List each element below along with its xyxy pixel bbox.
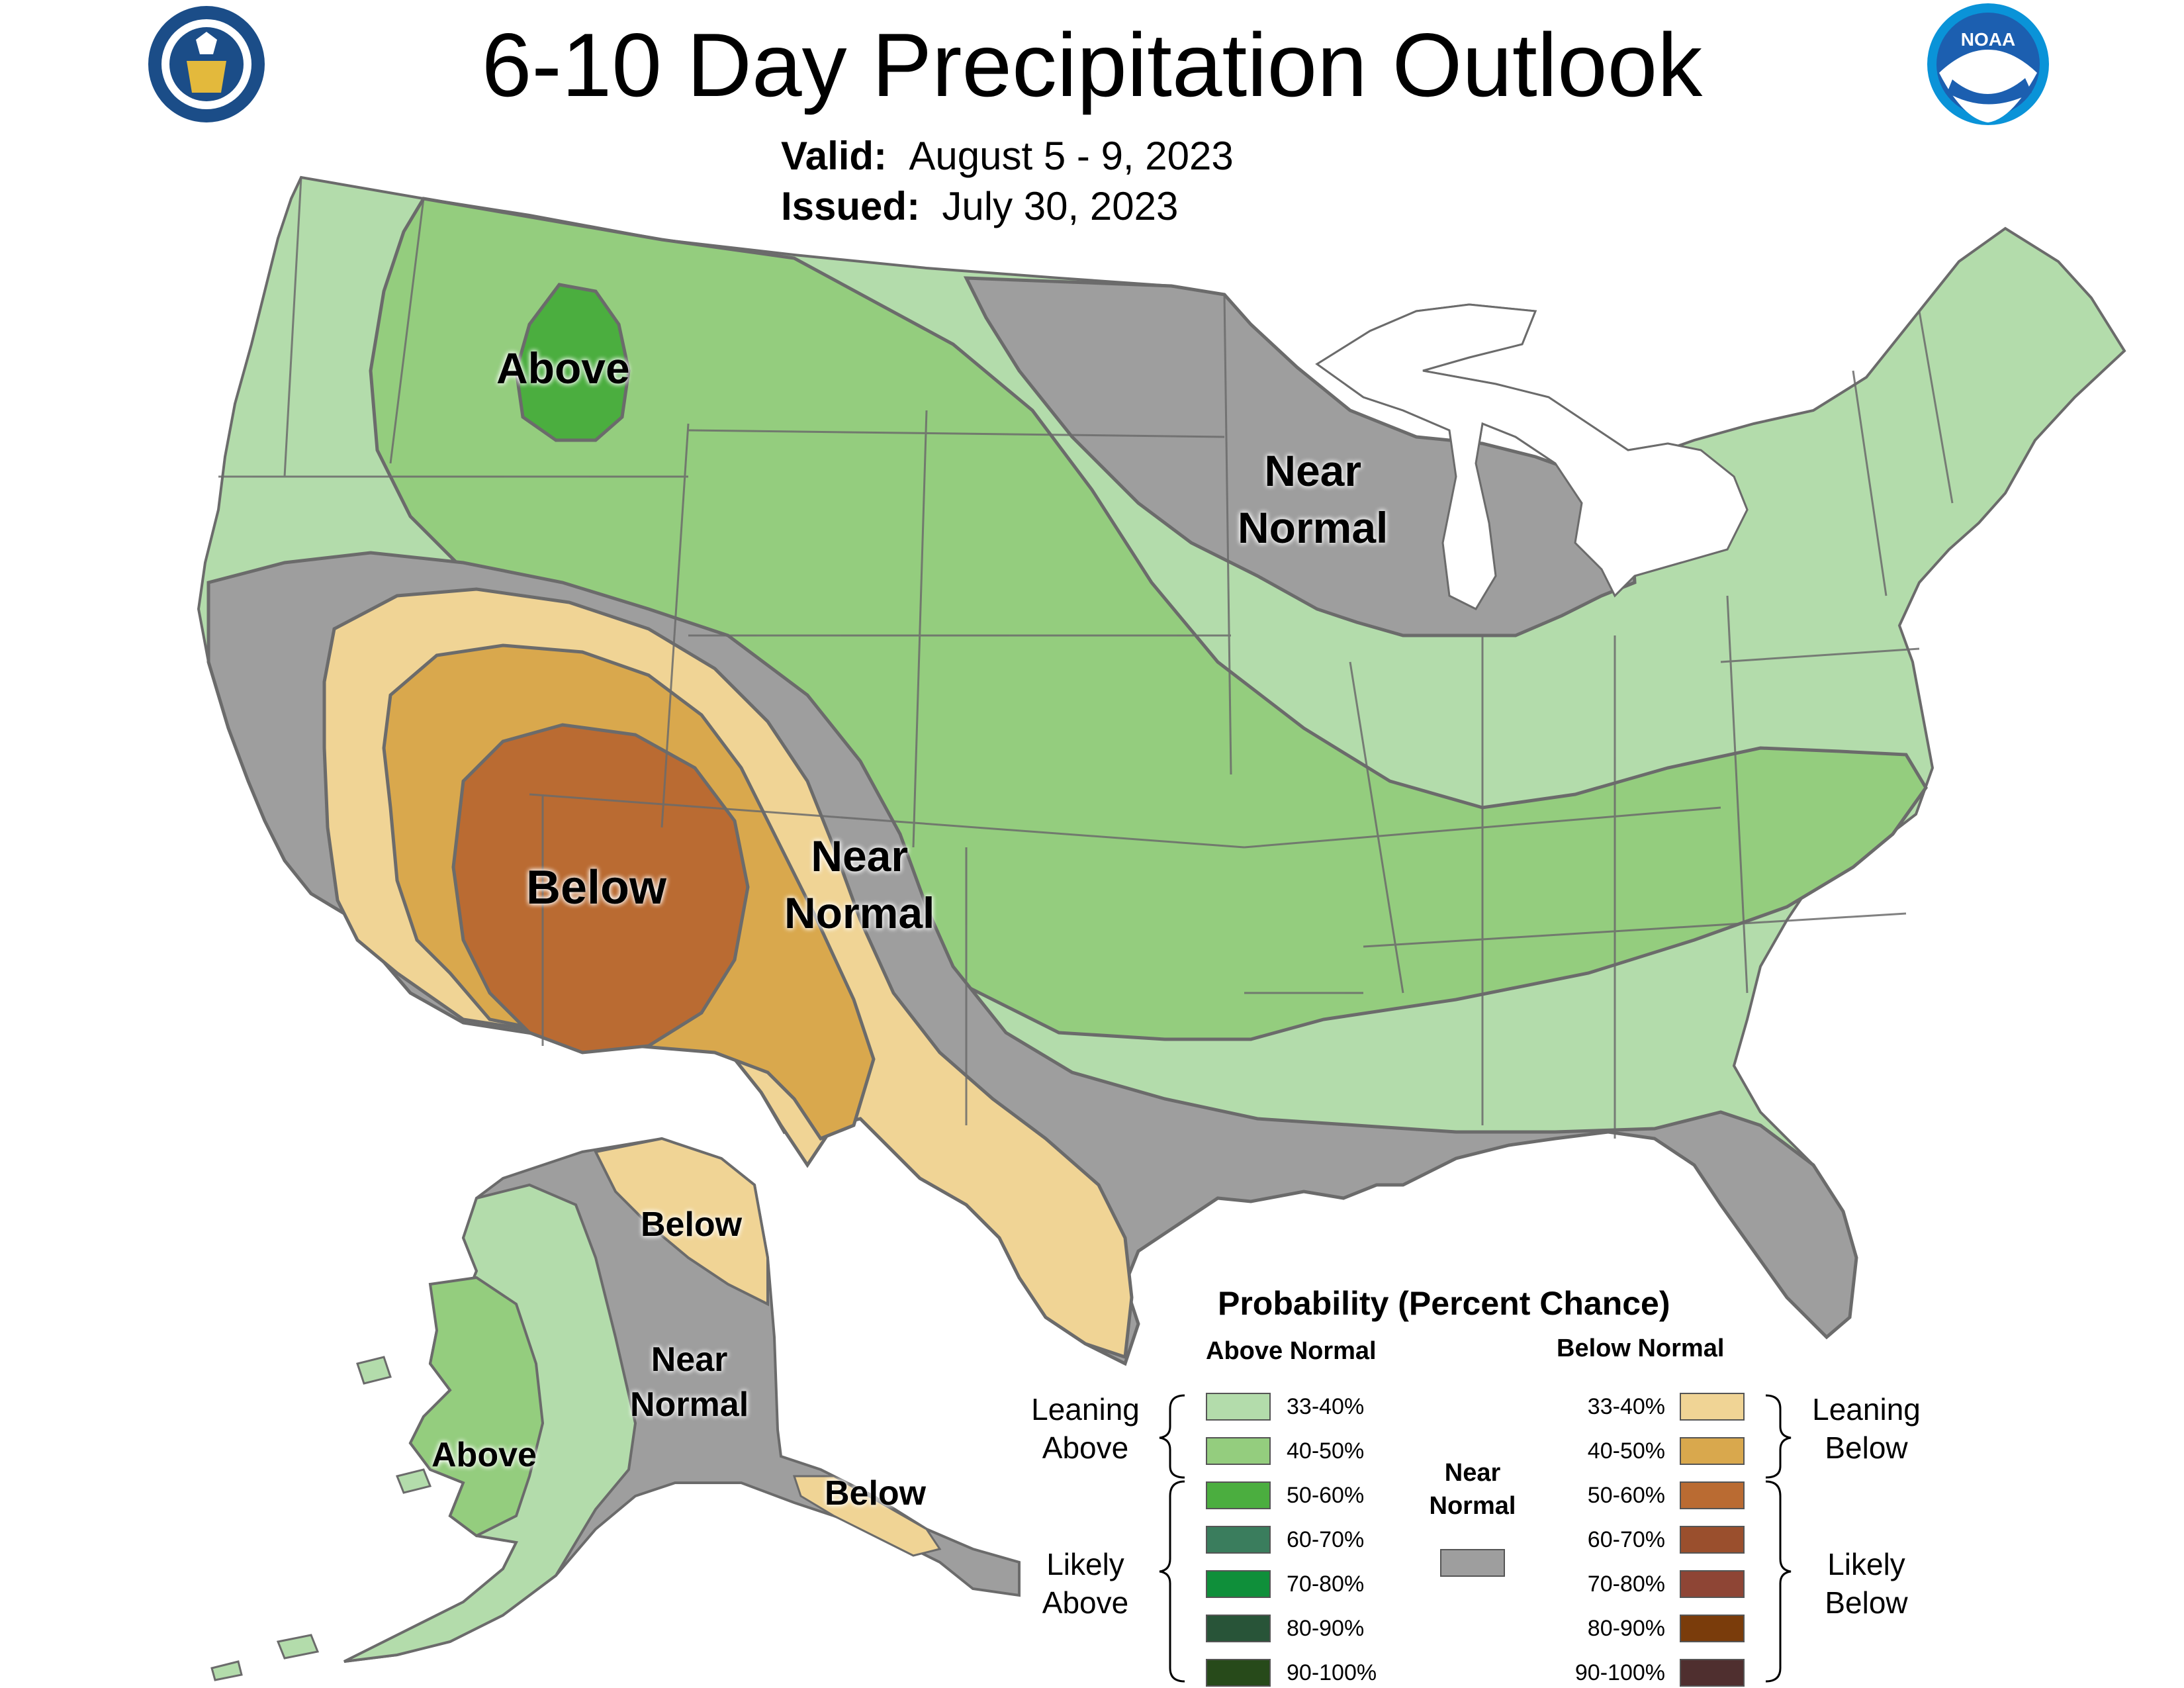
valid-value: August 5 - 9, 2023 — [909, 134, 1234, 178]
map-label-alaska-above: Above — [432, 1436, 537, 1474]
map-label-conus-above: Above — [496, 344, 630, 393]
above-50-60-region — [514, 283, 631, 442]
legend-below-range-label: 40-50% — [1587, 1438, 1665, 1464]
legend-below-swatch — [1680, 1615, 1745, 1642]
map-label-alaska-below-north: Below — [641, 1205, 743, 1244]
legend-below-range-label: 90-100% — [1574, 1660, 1665, 1685]
map-label-alaska-below-panhandle: Below — [825, 1474, 927, 1513]
page-title: 6-10 Day Precipitation Outlook — [481, 15, 1703, 115]
department-of-commerce-seal-icon — [148, 6, 265, 122]
legend-below-swatch — [1680, 1570, 1745, 1598]
valid-label: Valid: — [781, 134, 887, 178]
legend-below-range-label: 70-80% — [1587, 1571, 1665, 1597]
legend-above-range-label: 60-70% — [1287, 1527, 1365, 1552]
issued-date: Issued: July 30, 2023 — [781, 183, 1178, 230]
legend-above-range-label: 33-40% — [1287, 1394, 1365, 1419]
legend-above-range-label: 40-50% — [1287, 1438, 1365, 1464]
legend-leaning-below: Leaning Below — [1812, 1392, 1921, 1465]
alaska-panhandle-below-region — [792, 1475, 942, 1557]
alaska-above-40-50-region — [408, 1276, 545, 1538]
legend-above-swatch — [1206, 1615, 1271, 1642]
legend-likely-above: Likely Above — [1042, 1547, 1129, 1620]
legend-below-range-label: 80-90% — [1587, 1616, 1665, 1641]
issued-value: July 30, 2023 — [942, 184, 1179, 228]
issued-label: Issued: — [781, 184, 921, 228]
legend-below-range-label: 60-70% — [1587, 1527, 1665, 1552]
legend-below-swatch — [1680, 1393, 1745, 1421]
valid-dates: Valid: August 5 - 9, 2023 — [781, 132, 1234, 180]
noaa-logo-text: NOAA — [1960, 29, 2016, 50]
legend-below-header: Below Normal — [1557, 1335, 1725, 1362]
map-label-conus-below: Below — [526, 861, 667, 914]
legend-below-swatch — [1680, 1526, 1745, 1554]
state-borders — [218, 177, 1954, 1139]
map-label-alaska-near-normal: Near Normal — [630, 1340, 749, 1424]
legend-above-range-label: 50-60% — [1287, 1483, 1365, 1508]
alaska-below-north-region — [594, 1137, 769, 1307]
map-label-conus-near-normal-southwest: Near Normal — [784, 831, 935, 937]
legend-above-range-label: 80-90% — [1287, 1616, 1365, 1641]
legend-leaning-above: Leaning Above — [1031, 1392, 1140, 1465]
legend-title: Probability (Percent Chance) — [1218, 1285, 1670, 1322]
great-lakes-overlay — [1315, 303, 1749, 610]
legend-likely-below: Likely Below — [1825, 1547, 1908, 1620]
legend-near-normal-label: Near Normal — [1429, 1459, 1516, 1520]
noaa-logo-icon — [1927, 3, 2049, 125]
legend-above-range-label: 70-80% — [1287, 1571, 1365, 1597]
below-50-60-region — [451, 723, 750, 1055]
legend-above-swatch — [1206, 1526, 1271, 1554]
legend-below-range-label: 50-60% — [1587, 1483, 1665, 1508]
alaska-islands — [210, 1356, 432, 1681]
legend-above-swatch — [1206, 1393, 1271, 1421]
legend-above-swatch — [1206, 1570, 1271, 1598]
legend-below-swatch — [1680, 1437, 1745, 1465]
legend-above-swatch — [1206, 1481, 1271, 1509]
legend-above-header: Above Normal — [1206, 1337, 1377, 1365]
legend-above-swatch — [1206, 1659, 1271, 1687]
legend-below-swatch — [1680, 1481, 1745, 1509]
legend-above-range-label: 90-100% — [1287, 1660, 1377, 1685]
legend-below-swatch — [1680, 1659, 1745, 1687]
map-label-conus-near-normal-north: Near Normal — [1238, 446, 1388, 552]
legend-near-normal-swatch — [1440, 1549, 1505, 1577]
legend-below-range-label: 33-40% — [1587, 1394, 1665, 1419]
legend-above-swatch — [1206, 1437, 1271, 1465]
